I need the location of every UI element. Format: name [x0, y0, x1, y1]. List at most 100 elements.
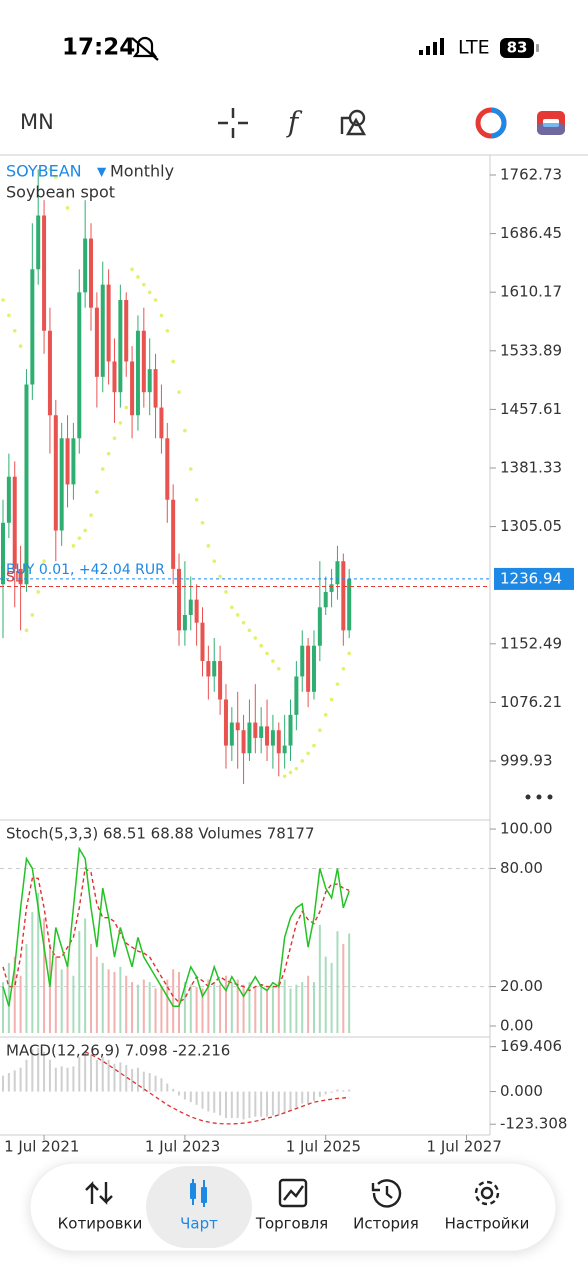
sar-dot: [136, 275, 140, 279]
candle-body: [235, 722, 240, 731]
macd-bar: [183, 1091, 186, 1100]
chart-icon[interactable]: [190, 1179, 207, 1207]
sar-dot: [65, 206, 70, 210]
stoch-header: Stoch(5,3,3) 68.51 68.88 Volumes 78177: [6, 825, 314, 843]
symbol-arrow[interactable]: ▼: [97, 165, 107, 179]
macd-bar: [90, 1054, 93, 1092]
candle-body: [177, 568, 182, 631]
nav-label[interactable]: Котировки: [58, 1215, 143, 1233]
macd-bar: [66, 1067, 69, 1092]
candle-body: [112, 361, 117, 393]
sar-dot: [183, 428, 187, 433]
sar-dot: [159, 313, 164, 318]
volume-bar: [271, 985, 274, 1033]
volume-bar: [260, 984, 263, 1033]
candle-body: [182, 614, 187, 631]
indicators-button[interactable]: f: [286, 106, 303, 139]
sar-dot: [100, 467, 105, 471]
objects-button[interactable]: [340, 109, 367, 136]
symbol[interactable]: SOYBEAN: [6, 162, 82, 181]
macd-bar: [330, 1091, 333, 1093]
sar-dot: [24, 628, 29, 633]
crosshair-button[interactable]: [218, 108, 248, 138]
timeframe-button[interactable]: MN: [20, 110, 54, 134]
volume-bar: [136, 984, 139, 1033]
volume-bar: [31, 912, 34, 1033]
stoch-k-line: [2, 846, 350, 1008]
y-tick-label: 80.00: [500, 859, 543, 877]
sar-dot: [230, 605, 234, 610]
macd-bar: [113, 1063, 116, 1092]
settings-icon[interactable]: [474, 1180, 500, 1206]
candle-body: [94, 307, 99, 377]
volume-bar: [7, 963, 10, 1033]
sar-dot: [282, 774, 287, 779]
nav-label[interactable]: Настройки: [445, 1215, 530, 1233]
y-tick-label: 1381.33: [500, 458, 562, 476]
volume-bar: [336, 931, 339, 1033]
candle-body: [270, 730, 275, 746]
macd-bar: [189, 1091, 192, 1103]
candle-body: [229, 722, 234, 746]
sar-dot: [142, 282, 146, 287]
volume-bar: [19, 975, 22, 1033]
sar-dot: [200, 520, 205, 525]
trade-icon[interactable]: [278, 1178, 308, 1208]
candle-body: [300, 645, 305, 677]
nav-label[interactable]: Торговля: [255, 1215, 328, 1233]
stop-loss-label: SL: [6, 570, 23, 586]
sar-dot: [329, 697, 334, 702]
history-icon[interactable]: [371, 1179, 402, 1208]
candle-body: [24, 384, 29, 585]
candle-body: [153, 369, 158, 408]
trade-button[interactable]: [537, 111, 565, 135]
x-tick-label: 1 Jul 2023: [145, 1138, 220, 1156]
candle-body: [36, 215, 41, 270]
candle-body: [18, 568, 23, 585]
volume-bar: [183, 982, 186, 1033]
macd-bar: [60, 1066, 63, 1092]
quotes-icon[interactable]: [85, 1181, 113, 1205]
candle-body: [306, 645, 311, 692]
candle-body: [311, 645, 316, 692]
candle-body: [200, 622, 205, 662]
volume-bar: [254, 987, 257, 1033]
candle-body: [106, 284, 111, 362]
candle-body: [141, 330, 146, 393]
volume-bar: [60, 969, 63, 1033]
sar-dot: [241, 620, 246, 625]
candle-body: [276, 730, 281, 754]
volume-bar: [37, 893, 40, 1033]
volume-bar: [48, 943, 51, 1033]
macd-bar: [37, 1047, 40, 1092]
nav-label[interactable]: История: [353, 1215, 419, 1233]
macd-bar: [277, 1091, 280, 1116]
y-tick-label: 1610.17: [500, 283, 562, 301]
volume-bar: [219, 984, 222, 1033]
nav-label[interactable]: Чарт: [180, 1215, 218, 1233]
sar-dot: [294, 766, 299, 771]
sar-dot: [259, 643, 263, 648]
candle-body: [194, 599, 199, 623]
sar-dot: [224, 590, 228, 594]
candle-body: [118, 300, 123, 393]
volume-bar: [178, 971, 181, 1033]
sar-dot: [30, 613, 35, 617]
sar-dot: [7, 313, 11, 318]
macd-bar: [136, 1067, 139, 1092]
y-tick-label: 1152.49: [500, 634, 562, 652]
candle-body: [323, 591, 328, 608]
silent-icon: [131, 36, 159, 61]
sar-dot: [306, 751, 310, 756]
more-button[interactable]: [525, 794, 553, 800]
volume-bar: [125, 975, 128, 1033]
timeframe: Monthly: [110, 162, 174, 181]
x-tick-label: 1 Jul 2025: [286, 1138, 361, 1156]
candle-body: [12, 476, 17, 569]
account-button[interactable]: [475, 107, 507, 139]
candle-body: [171, 499, 176, 569]
volume-bar: [90, 943, 93, 1033]
volume-bar: [43, 918, 46, 1033]
macd-bar: [72, 1066, 75, 1092]
